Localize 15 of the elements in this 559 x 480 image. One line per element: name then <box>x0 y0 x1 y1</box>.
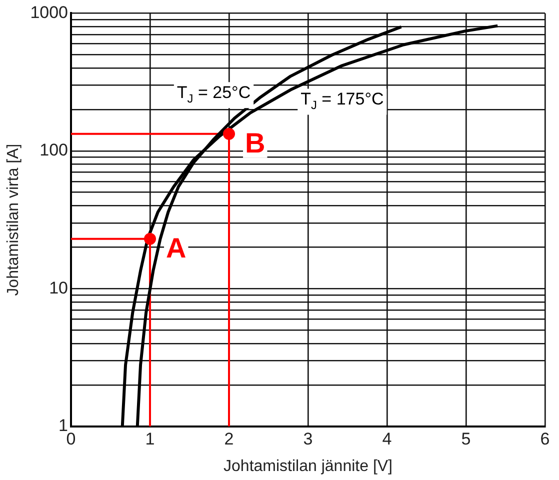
annotation: A <box>166 232 186 264</box>
x-tick-label: 6 <box>540 429 550 448</box>
y-tick-label: 10 <box>49 278 68 298</box>
annotation: B <box>245 128 266 159</box>
y-tick-label: 1 <box>58 416 68 436</box>
y-axis-title: Johtamistilan virta [A] <box>5 144 22 296</box>
x-tick-label: 0 <box>66 429 76 448</box>
x-tick-label: 3 <box>303 429 313 448</box>
y-tick-label: 1000 <box>30 2 68 22</box>
x-tick-label: 4 <box>382 429 392 448</box>
x-axis-title: Johtamistilan jännite [V] <box>224 458 392 475</box>
y-tick-label: 100 <box>40 140 68 160</box>
x-tick-label: 5 <box>461 429 471 448</box>
x-tick-label: 2 <box>224 429 234 448</box>
x-tick-label: 1 <box>145 429 155 448</box>
